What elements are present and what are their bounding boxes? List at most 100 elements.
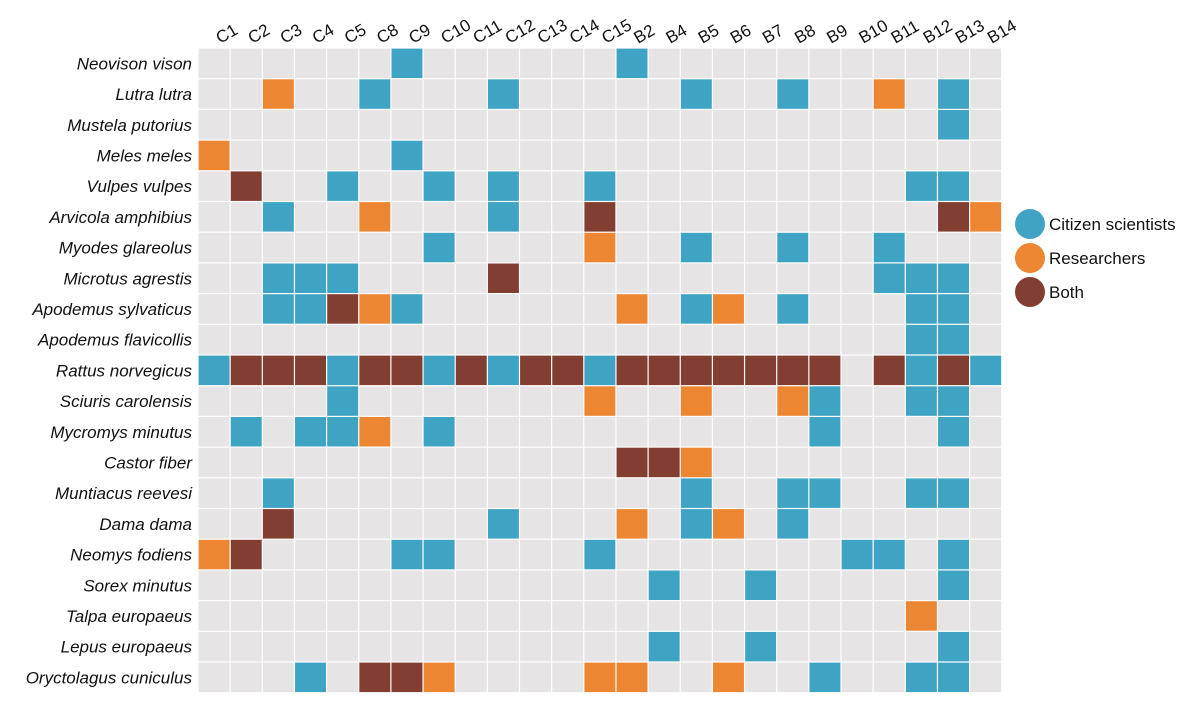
heatmap-cell-dama-dama-c10 [423,509,455,539]
heatmap-cell-meles-meles-c10 [423,140,455,171]
heatmap-cell-castor-fiber-c10 [423,447,455,478]
heatmap-cell-meles-meles-c9 [391,140,423,171]
heatmap-cell-oryctolagus-cuniculus-c13 [520,662,552,693]
heatmap-cell-lepus-europaeus-c12 [487,631,519,662]
column-label-c12: C12 [502,15,539,47]
heatmap-cell-lutra-lutra-c3 [262,79,294,109]
heatmap-cell-lutra-lutra-b2 [616,79,648,109]
heatmap-cell-microtus-agrestis-c10 [423,263,455,293]
heatmap-cell-apodemus-sylvaticus-b7 [745,294,777,324]
heatmap-cell-neomys-fodiens-c8 [359,539,391,570]
heatmap-cell-myodes-glareolus-b12 [905,232,937,263]
heatmap-cell-rattus-norvegicus-b9 [809,355,841,386]
heatmap-cell-vulpes-vulpes-c1 [198,171,230,201]
heatmap-cell-vulpes-vulpes-b10 [841,171,873,201]
heatmap-cell-mycromys-minutus-b6 [713,417,744,447]
heatmap-cell-talpa-europaeus-b5 [680,601,712,631]
heatmap-cell-muntiacus-reevesi-c5 [327,478,359,508]
heatmap-cell-lutra-lutra-b12 [905,79,937,109]
heatmap-cell-talpa-europaeus-c3 [262,601,294,631]
heatmap-cell-neomys-fodiens-c2 [230,539,262,570]
heatmap-cell-arvicola-amphibius-c12 [487,202,519,232]
heatmap-cell-oryctolagus-cuniculus-c9 [391,662,423,693]
heatmap-cell-lutra-lutra-c13 [520,79,552,109]
heatmap-cell-mustela-putorius-b6 [713,110,744,140]
heatmap-cell-lutra-lutra-c8 [359,79,391,109]
heatmap-cell-neovison-vison-b12 [905,48,937,79]
row-label-apodemus-sylvaticus: Apodemus sylvaticus [31,300,192,319]
heatmap-cell-arvicola-amphibius-c8 [359,202,391,232]
heatmap-cell-talpa-europaeus-c2 [230,601,262,631]
heatmap-cell-mycromys-minutus-c9 [391,417,423,447]
heatmap-cell-microtus-agrestis-b4 [648,263,680,293]
heatmap-cell-apodemus-flavicollis-c5 [327,324,359,355]
heatmap-cell-lepus-europaeus-c5 [327,631,359,662]
heatmap-cell-mustela-putorius-b12 [905,110,937,140]
heatmap-cell-talpa-europaeus-b6 [713,601,744,631]
heatmap-cell-talpa-europaeus-b9 [809,601,841,631]
heatmap-cell-oryctolagus-cuniculus-c15 [584,662,616,693]
heatmap-cell-meles-meles-b10 [841,140,873,171]
heatmap-cell-microtus-agrestis-c8 [359,263,391,293]
column-label-c5: C5 [341,20,369,47]
heatmap-cell-mustela-putorius-c5 [327,110,359,140]
heatmap-cell-dama-dama-c12 [487,509,519,539]
heatmap-cell-microtus-agrestis-b10 [841,263,873,293]
heatmap-cell-apodemus-sylvaticus-c2 [230,294,262,324]
heatmap-cell-sorex-minutus-b8 [777,570,809,600]
heatmap-cell-muntiacus-reevesi-c10 [423,478,455,508]
heatmap-cell-neovison-vison-b4 [648,48,680,79]
heatmap-cell-muntiacus-reevesi-c8 [359,478,391,508]
heatmap-cell-neomys-fodiens-c9 [391,539,423,570]
heatmap-cell-apodemus-flavicollis-c8 [359,324,391,355]
heatmap-cell-sciuris-carolensis-b7 [745,386,777,416]
heatmap-cell-sorex-minutus-c9 [391,570,423,600]
heatmap-cell-lepus-europaeus-c1 [198,631,230,662]
heatmap-cell-castor-fiber-b5 [680,447,712,478]
column-label-b5: B5 [695,21,723,48]
heatmap-cell-microtus-agrestis-b14 [970,263,1002,293]
heatmap-cell-mustela-putorius-c12 [487,110,519,140]
heatmap-cell-sciuris-carolensis-c5 [327,386,359,416]
heatmap-cell-mycromys-minutus-c14 [552,417,584,447]
heatmap-cell-apodemus-sylvaticus-b5 [680,294,712,324]
heatmap-cell-lepus-europaeus-b10 [841,631,873,662]
heatmap-cell-castor-fiber-b11 [873,447,905,478]
heatmap-cell-vulpes-vulpes-c5 [327,171,359,201]
heatmap-cell-mustela-putorius-c11 [455,110,487,140]
heatmap-cell-rattus-norvegicus-c4 [295,355,326,386]
heatmap-cell-lutra-lutra-c11 [455,79,487,109]
heatmap-cell-dama-dama-c1 [198,509,230,539]
heatmap-cell-mustela-putorius-b11 [873,110,905,140]
heatmap-cell-meles-meles-c11 [455,140,487,171]
heatmap-cell-lutra-lutra-c4 [295,79,326,109]
row-label-sciuris-carolensis: Sciuris carolensis [60,392,193,411]
heatmap-cell-arvicola-amphibius-b6 [713,202,744,232]
row-label-muntiacus-reevesi: Muntiacus reevesi [55,484,193,503]
heatmap-cell-neomys-fodiens-b8 [777,539,809,570]
heatmap-cell-muntiacus-reevesi-b8 [777,478,809,508]
heatmap-cell-mustela-putorius-b10 [841,110,873,140]
heatmap-cell-meles-meles-b14 [970,140,1002,171]
heatmap-cell-lepus-europaeus-c8 [359,631,391,662]
heatmap-cell-meles-meles-b11 [873,140,905,171]
heatmap-cell-vulpes-vulpes-b14 [970,171,1002,201]
heatmap-cell-meles-meles-c15 [584,140,616,171]
heatmap-cell-lepus-europaeus-b9 [809,631,841,662]
heatmap-cell-lutra-lutra-b13 [938,79,969,109]
heatmap-cell-sorex-minutus-c1 [198,570,230,600]
heatmap-cell-arvicola-amphibius-c11 [455,202,487,232]
heatmap-cell-talpa-europaeus-b11 [873,601,905,631]
heatmap-cell-myodes-glareolus-b14 [970,232,1002,263]
heatmap-cell-oryctolagus-cuniculus-b5 [680,662,712,693]
heatmap-cell-rattus-norvegicus-b8 [777,355,809,386]
heatmap-cell-meles-meles-c4 [295,140,326,171]
legend-label-citizen-scientists: Citizen scientists [1049,215,1176,234]
heatmap-cell-rattus-norvegicus-c1 [198,355,230,386]
heatmap-cell-microtus-agrestis-c9 [391,263,423,293]
heatmap-cell-meles-meles-c8 [359,140,391,171]
heatmap-cell-oryctolagus-cuniculus-b12 [905,662,937,693]
legend-label-researchers: Researchers [1049,249,1145,268]
heatmap-cell-lepus-europaeus-b5 [680,631,712,662]
